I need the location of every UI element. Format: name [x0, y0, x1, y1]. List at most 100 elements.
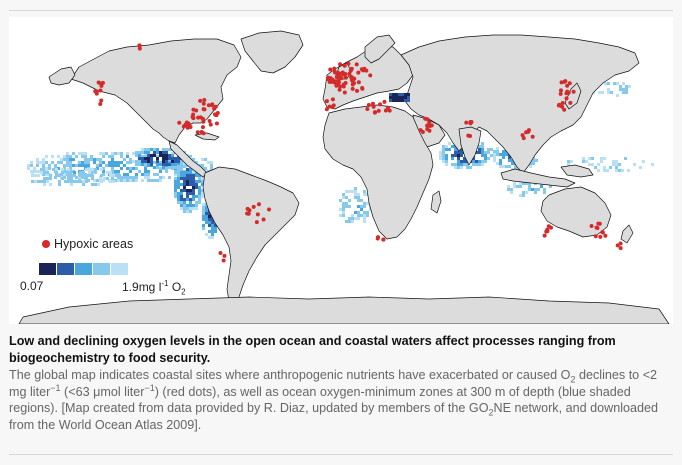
omz-cell	[180, 189, 183, 192]
omz-cell	[135, 179, 138, 182]
omz-cell	[177, 195, 180, 198]
omz-cell	[162, 166, 165, 169]
omz-cell	[567, 163, 570, 166]
omz-cell	[627, 169, 630, 172]
omz-cell	[45, 155, 48, 158]
omz-cell	[153, 173, 156, 176]
omz-cell	[31, 171, 34, 174]
hypoxic-site-dot	[327, 79, 332, 84]
omz-cell	[78, 152, 81, 155]
omz-cell	[633, 163, 636, 166]
omz-cell	[75, 155, 78, 158]
omz-cell	[93, 158, 96, 161]
omz-cell	[60, 173, 63, 176]
omz-cell	[481, 154, 484, 157]
omz-cell	[63, 173, 66, 176]
hypoxic-site-dot	[343, 75, 348, 80]
hypoxic-site-dot	[368, 73, 373, 78]
omz-cell	[360, 205, 363, 208]
omz-cell	[72, 158, 75, 161]
omz-cell	[186, 180, 189, 183]
omz-cell	[112, 180, 115, 183]
omz-cell	[205, 218, 208, 221]
omz-cell	[360, 208, 363, 211]
hypoxic-site-dot	[221, 258, 226, 263]
omz-cell	[90, 155, 93, 158]
omz-cell	[610, 91, 613, 94]
omz-cell	[58, 180, 61, 183]
omz-cell	[79, 180, 82, 183]
omz-cell	[27, 167, 30, 170]
omz-cell	[109, 174, 112, 177]
omz-cell	[117, 152, 120, 155]
south-america	[202, 166, 300, 306]
omz-cell	[91, 174, 94, 177]
omz-cell	[507, 188, 510, 191]
omz-cell	[118, 174, 121, 177]
asia	[400, 34, 640, 174]
omz-cell	[208, 221, 211, 224]
hypoxic-site-dot	[198, 98, 203, 103]
omz-cell	[105, 164, 108, 167]
hypoxic-site-dot	[375, 236, 380, 241]
omz-cell	[36, 158, 39, 161]
omz-cell	[499, 159, 502, 162]
hypoxic-site-dot	[423, 116, 428, 121]
omz-cell	[150, 154, 153, 157]
omz-cell	[43, 180, 46, 183]
omz-cell	[618, 163, 621, 166]
omz-cell	[202, 206, 205, 209]
omz-cell	[351, 190, 354, 193]
omz-cell	[99, 152, 102, 155]
omz-cell	[174, 183, 177, 186]
omz-cell	[156, 148, 159, 151]
omz-cell	[156, 157, 159, 160]
hypoxic-site-dot	[212, 112, 217, 117]
hypoxic-site-dot	[246, 211, 251, 216]
hypoxic-site-dot	[425, 127, 430, 132]
omz-cell	[159, 163, 162, 166]
omz-cell	[211, 218, 214, 221]
map-canvas	[18, 30, 670, 324]
omz-cell	[445, 163, 448, 166]
omz-cell	[67, 174, 70, 177]
omz-cell	[60, 158, 63, 161]
omz-cell	[342, 205, 345, 208]
omz-cell	[214, 230, 217, 233]
omz-cell	[407, 99, 410, 102]
omz-cell	[144, 148, 147, 151]
omz-cell	[102, 161, 105, 164]
omz-cell	[159, 151, 162, 154]
omz-cell	[348, 220, 351, 223]
hypoxic-site-dot	[337, 87, 342, 92]
omz-cell	[189, 189, 192, 192]
omz-cell	[180, 171, 183, 174]
omz-cell	[96, 164, 99, 167]
omz-cell	[448, 142, 451, 145]
omz-cell	[625, 85, 628, 88]
hypoxic-site-dot	[366, 102, 371, 107]
omz-cell	[183, 198, 186, 201]
omz-cell	[141, 179, 144, 182]
omz-cell	[186, 171, 189, 174]
omz-cell	[85, 180, 88, 183]
omz-cell	[111, 164, 114, 167]
omz-cell	[99, 161, 102, 164]
hypoxic-site-dot	[99, 98, 104, 103]
omz-cell	[205, 212, 208, 215]
omz-cell	[454, 163, 457, 166]
omz-cell	[192, 192, 195, 195]
omz-cell	[214, 224, 217, 227]
hypoxic-site-dot	[556, 103, 561, 108]
omz-cell	[484, 157, 487, 160]
omz-cell	[214, 227, 217, 230]
omz-cell	[445, 154, 448, 157]
hypoxic-site-dot	[520, 133, 525, 138]
omz-cell	[457, 166, 460, 169]
omz-cell	[442, 151, 445, 154]
omz-cell	[528, 182, 531, 185]
omz-cell	[519, 185, 522, 188]
omz-cell	[439, 157, 442, 160]
omz-cell	[463, 157, 466, 160]
